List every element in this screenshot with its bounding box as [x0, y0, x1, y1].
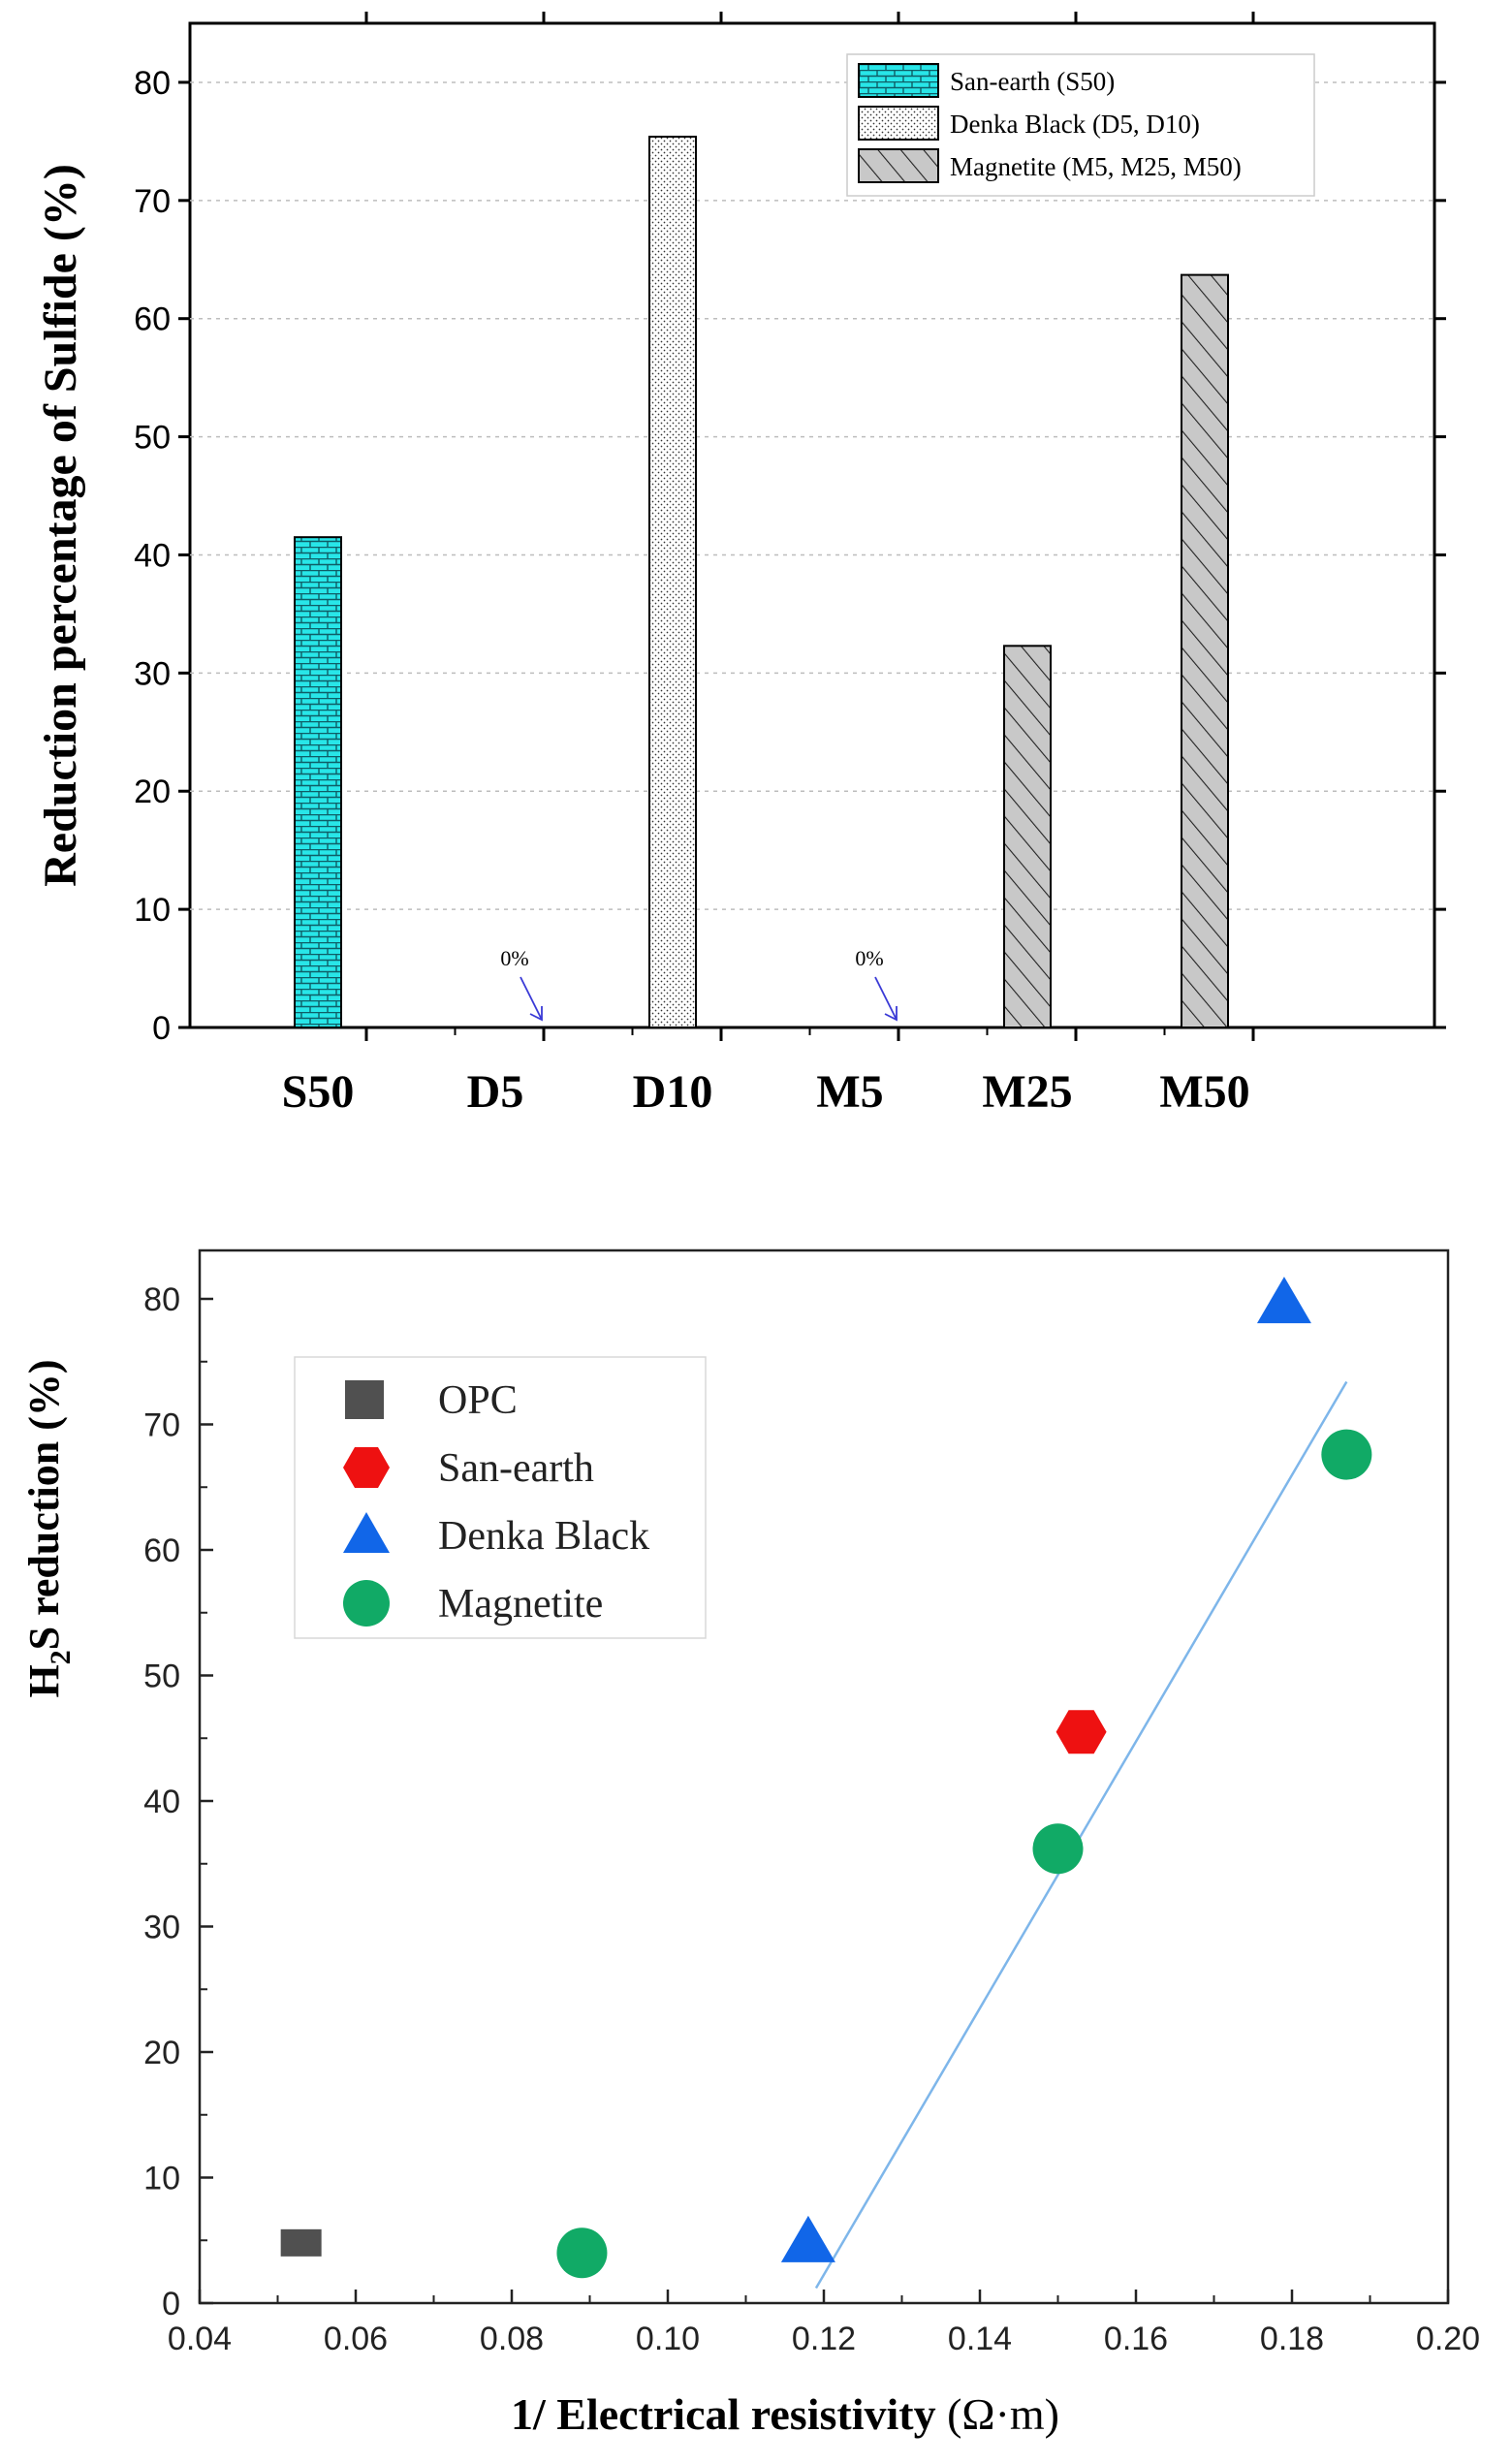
- scatter-x-tick-label: 0.18: [1260, 2321, 1324, 2357]
- bar-y-axis: 0 10 20 30 40 50 60 70 80: [134, 65, 1446, 1047]
- bar-y-tick-label: 30: [134, 655, 171, 692]
- scatter-fit-line: [814, 1380, 1348, 2290]
- scatter-x-tick-label: 0.14: [948, 2321, 1012, 2357]
- legend-marker-denka-black: [343, 1512, 390, 1553]
- scatter-y-tick-label: 0: [162, 2286, 180, 2322]
- scatter-y-axis: 0 10 20 30 40 50 60 70 80: [143, 1281, 213, 2322]
- scatter-y-tick-label: 80: [143, 1281, 180, 1318]
- legend-marker-opc: [345, 1380, 384, 1419]
- point-magnetite: [556, 2227, 608, 2279]
- scatter-y-tick-label: 30: [143, 1910, 180, 1946]
- scatter-x-axis: 0.04 0.06 0.08 0.10 0.12 0.14 0.16 0.18 0.20: [168, 2290, 1480, 2357]
- legend-label-denka-black: Denka Black (D5, D10): [950, 110, 1200, 139]
- legend-swatch-san-earth: [858, 63, 939, 98]
- legend-label-san-earth-2: San-earth: [438, 1446, 594, 1491]
- bar-m50: [1181, 273, 1229, 1028]
- scatter-legend: OPC San-earth Denka Black Magnetite: [294, 1356, 707, 1639]
- fit-line: [814, 1380, 1348, 2290]
- bar-y-tick-label: 20: [134, 774, 171, 810]
- annotation-arrowhead: [884, 1006, 898, 1022]
- bar-x-tick-label: S50: [282, 1066, 355, 1118]
- bar-x-tick-label: M25: [982, 1066, 1072, 1118]
- bar-x-tick-label: M50: [1159, 1066, 1249, 1118]
- scatter-points: [280, 1277, 1372, 2279]
- bar-x-tick-label: D10: [633, 1066, 713, 1118]
- scatter-x-tick-label: 0.16: [1104, 2321, 1168, 2357]
- bar-y-tick-label: 70: [134, 183, 171, 220]
- bar-gridlines: [190, 81, 1434, 910]
- legend-label-magnetite: Magnetite (M5, M25, M50): [950, 152, 1242, 181]
- bar-y-tick-label: 80: [134, 65, 171, 102]
- scatter-y-tick-label: 60: [143, 1532, 180, 1569]
- legend-marker-san-earth: [343, 1447, 390, 1488]
- scatter-y-tick-label: 70: [143, 1407, 180, 1444]
- legend-label-magnetite-2: Magnetite: [438, 1582, 603, 1627]
- bar-plot-frame: [188, 21, 1436, 1029]
- legend-label-san-earth: San-earth (S50): [950, 67, 1115, 96]
- legend-label-denka-black-2: Denka Black: [438, 1514, 649, 1559]
- bar-y-axis-title: Reduction percentage of Sulfide (%): [35, 164, 86, 887]
- legend-swatch-denka-black: [858, 106, 939, 141]
- bar-annotations: 0% 0%: [500, 946, 898, 1022]
- zero-annotation-d5: 0%: [500, 946, 528, 970]
- scatter-y-axis-title: H2S reduction (%): [20, 1359, 77, 1697]
- scatter-y-title-main: H: [20, 1664, 68, 1697]
- bar-chart: 0 10 20 30 40 50 60 70 80 S50 D5 D10 M5 M25 M50 0% 0% …: [35, 12, 1446, 1118]
- point-denka-black: [1256, 1277, 1311, 1324]
- scatter-y-tick-label: 10: [143, 2161, 180, 2197]
- scatter-y-title-rest: S reduction (%): [20, 1359, 68, 1650]
- bar-s50: [294, 536, 342, 1028]
- bar-y-tick-label: 10: [134, 892, 171, 929]
- annotation-arrow: [874, 976, 898, 1021]
- scatter-x-tick-label: 0.12: [792, 2321, 856, 2357]
- bar-y-tick-label: 50: [134, 420, 171, 457]
- bar-d10: [648, 136, 697, 1028]
- bar-series: [294, 136, 1229, 1028]
- point-san-earth: [1055, 1710, 1107, 1754]
- bar-x-axis: S50 D5 D10 M5 M25 M50: [282, 12, 1255, 1118]
- scatter-y-title-sub: 2: [45, 1650, 77, 1664]
- bar-y-tick-label: 60: [134, 301, 171, 338]
- point-denka-black: [780, 2215, 835, 2262]
- scatter-x-tick-label: 0.20: [1416, 2321, 1480, 2357]
- scatter-x-title-main: 1/ Electrical resistivity: [511, 2389, 936, 2439]
- scatter-y-tick-label: 20: [143, 2035, 180, 2071]
- legend-label-opc: OPC: [438, 1378, 518, 1423]
- scatter-x-tick-label: 0.04: [168, 2321, 232, 2357]
- point-opc: [280, 2228, 322, 2257]
- legend-marker-magnetite: [343, 1580, 390, 1627]
- bar-legend: San-earth (S50) Denka Black (D5, D10) Ma…: [846, 53, 1315, 197]
- scatter-x-tick-label: 0.08: [480, 2321, 544, 2357]
- scatter-x-title-unit: (Ω·m): [947, 2389, 1059, 2439]
- scatter-x-tick-label: 0.06: [324, 2321, 388, 2357]
- scatter-x-tick-label: 0.10: [636, 2321, 700, 2357]
- bar-x-tick-label: D5: [467, 1066, 524, 1118]
- legend-swatch-magnetite: [858, 148, 939, 183]
- point-magnetite: [1032, 1823, 1084, 1875]
- bar-x-tick-label: M5: [816, 1066, 883, 1118]
- scatter-x-axis-title: 1/ Electrical resistivity (Ω·m): [511, 2389, 1059, 2439]
- scatter-y-tick-label: 40: [143, 1784, 180, 1820]
- scatter-y-tick-label: 50: [143, 1658, 180, 1695]
- point-magnetite: [1321, 1429, 1372, 1480]
- bar-y-tick-label: 0: [152, 1010, 171, 1047]
- annotation-arrowhead: [529, 1006, 543, 1022]
- annotation-arrow: [520, 976, 543, 1021]
- bar-y-tick-label: 40: [134, 537, 171, 574]
- bar-m25: [1003, 645, 1052, 1028]
- zero-annotation-m5: 0%: [855, 946, 883, 970]
